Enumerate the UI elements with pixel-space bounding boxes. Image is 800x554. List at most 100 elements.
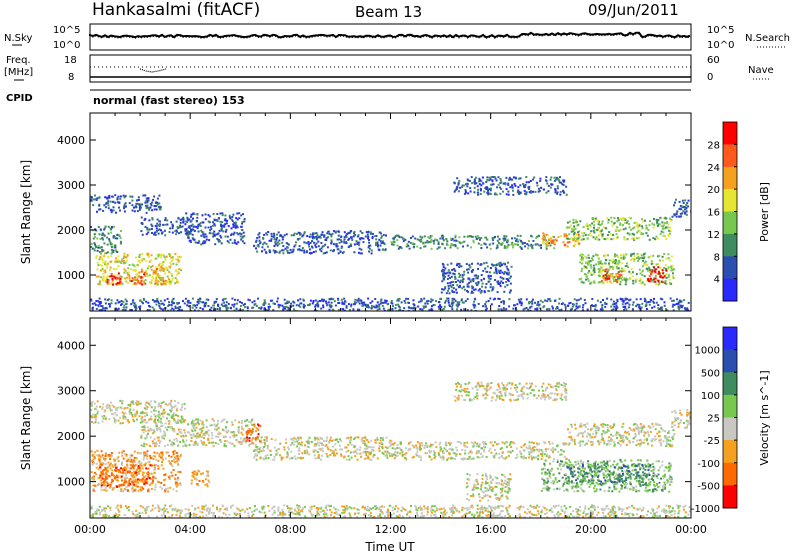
power-cell: [440, 291, 443, 294]
power-cell: [451, 291, 454, 293]
velocity-cell: [179, 441, 182, 443]
velocity-cell: [212, 420, 215, 422]
power-cell: [636, 303, 639, 306]
power-cell: [375, 304, 378, 307]
power-cell: [302, 234, 305, 237]
power-cell: [221, 221, 224, 224]
velocity-cell: [350, 438, 353, 441]
power-cell: [639, 257, 642, 259]
power-cell: [616, 281, 619, 284]
power-cell: [107, 204, 110, 207]
power-cell: [665, 226, 667, 229]
power-cell: [172, 224, 174, 227]
power-cell: [599, 270, 602, 273]
velocity-cell: [220, 420, 223, 423]
power-cell: [112, 209, 115, 212]
power-cell: [480, 244, 483, 246]
power-cell: [197, 225, 200, 228]
power-cell: [611, 265, 614, 268]
power-cell: [350, 244, 353, 247]
power-cell: [162, 278, 165, 281]
power-cell: [628, 299, 631, 302]
power-cell: [208, 215, 211, 218]
velocity-cell: [534, 456, 537, 459]
power-cell: [676, 210, 679, 213]
power-cell: [588, 261, 591, 264]
power-cell: [607, 221, 610, 224]
power-cell: [107, 298, 110, 301]
power-cell: [394, 307, 397, 310]
power-cell: [489, 193, 492, 195]
power-cell: [477, 268, 479, 270]
power-cell: [577, 237, 580, 240]
power-cell: [543, 188, 545, 191]
power-cell: [338, 241, 341, 244]
power-cell: [98, 204, 101, 207]
power-cell: [322, 245, 325, 248]
power-cell: [591, 222, 594, 225]
velocity-cell: [241, 433, 244, 436]
power-cell: [363, 301, 365, 304]
power-cell: [91, 302, 94, 305]
velocity-cell: [224, 440, 226, 443]
power-cell: [352, 308, 355, 311]
nsearch-tick-top: 10^5: [707, 25, 734, 36]
power-cell: [109, 266, 112, 269]
power-cell: [463, 270, 466, 273]
velocity-cell: [240, 431, 243, 434]
power-cell: [513, 183, 516, 185]
power-cell: [258, 232, 261, 235]
power-cell: [620, 270, 623, 273]
velocity-cell: [332, 445, 334, 448]
power-cell: [458, 190, 460, 193]
power-cell: [396, 239, 399, 242]
velocity-cell: [501, 452, 504, 454]
velocity-cell: [501, 450, 504, 453]
power-cell: [133, 210, 136, 213]
power-cell: [253, 300, 256, 303]
power-cell: [186, 232, 189, 235]
power-cell: [615, 304, 618, 307]
velocity-cell: [278, 448, 281, 450]
power-cell: [106, 251, 109, 254]
power-cell: [153, 308, 156, 311]
power-cell: [163, 303, 165, 306]
power-cell: [506, 238, 509, 241]
power-cell: [669, 259, 672, 262]
velocity-cell: [456, 440, 459, 443]
power-cell: [681, 205, 684, 208]
velocity-cell: [484, 446, 487, 449]
power-cell: [479, 187, 482, 190]
power-cell: [159, 254, 162, 257]
velocity-cell: [103, 410, 106, 413]
velocity-cell: [345, 458, 348, 461]
power-cell: [458, 262, 461, 265]
power-cell: [164, 217, 167, 220]
power-cell: [637, 226, 640, 229]
power-cell: [484, 187, 487, 190]
velocity-cell: [433, 452, 436, 454]
power-cell: [656, 221, 659, 224]
velocity-cell: [522, 449, 525, 452]
power-cell: [200, 234, 203, 237]
power-cell: [508, 298, 511, 301]
velocity-cell: [416, 450, 419, 453]
cpid-text: normal (fast stereo) 153: [93, 94, 245, 107]
power-cell: [546, 182, 549, 185]
velocity-cell: [155, 423, 158, 426]
velocity-cell: [177, 415, 179, 417]
power-cell: [162, 277, 164, 279]
velocity-cell: [537, 454, 540, 457]
power-cell: [314, 305, 317, 308]
power-cell: [333, 300, 336, 303]
power-cell: [662, 234, 665, 237]
power-cell: [572, 234, 575, 237]
velocity-cell: [314, 443, 317, 446]
power-cell: [555, 178, 557, 181]
velocity-cell: [210, 441, 213, 444]
velocity-cell: [152, 432, 155, 435]
velocity-cell: [460, 458, 463, 460]
velocity-cell: [93, 402, 96, 405]
power-cell: [613, 217, 616, 219]
